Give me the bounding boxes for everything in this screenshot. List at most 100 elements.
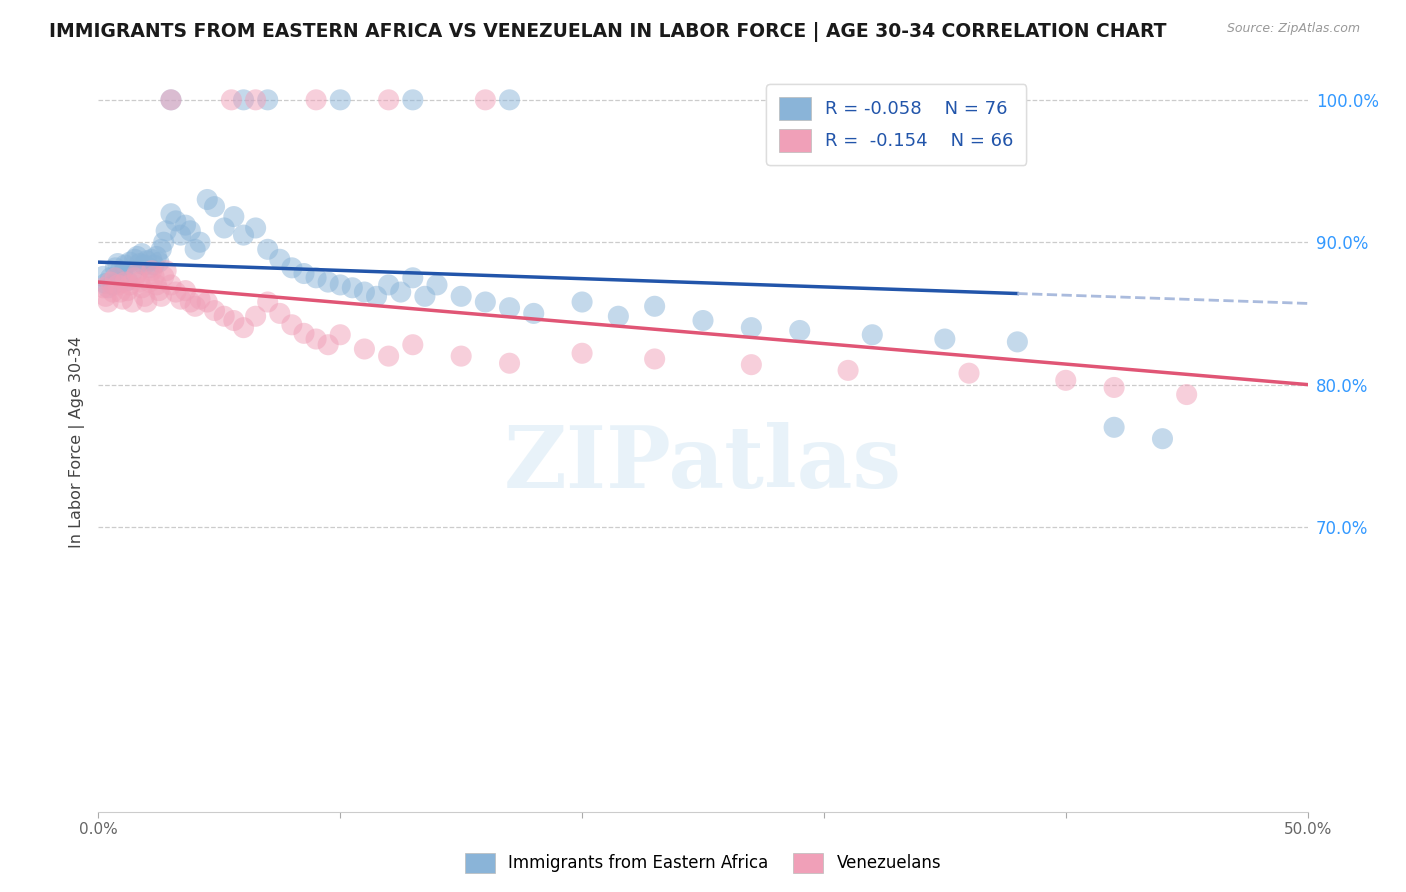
Point	[256, 243, 278, 257]
Point	[498, 93, 520, 107]
Point	[212, 221, 235, 235]
Text: ZIPatlas: ZIPatlas	[503, 422, 903, 506]
Point	[118, 277, 141, 292]
Point	[145, 249, 167, 264]
Point	[413, 289, 436, 303]
Point	[450, 349, 472, 363]
Point	[148, 255, 170, 269]
Point	[212, 310, 235, 324]
Point	[498, 356, 520, 370]
Point	[389, 285, 412, 299]
Point	[97, 281, 120, 295]
Point	[571, 346, 593, 360]
Point	[1102, 380, 1125, 394]
Point	[188, 292, 211, 306]
Point	[1152, 432, 1174, 446]
Point	[221, 93, 243, 107]
Point	[141, 263, 163, 277]
Point	[138, 275, 160, 289]
Point	[292, 267, 315, 281]
Point	[165, 214, 187, 228]
Point	[145, 277, 167, 292]
Point	[245, 221, 267, 235]
Point	[860, 327, 883, 342]
Point	[143, 258, 166, 272]
Point	[184, 243, 207, 257]
Point	[232, 228, 254, 243]
Point	[316, 275, 339, 289]
Point	[292, 326, 315, 341]
Point	[607, 310, 630, 324]
Point	[402, 337, 425, 351]
Point	[141, 252, 163, 267]
Point	[179, 224, 201, 238]
Point	[740, 358, 762, 372]
Point	[232, 93, 254, 107]
Point	[377, 93, 399, 107]
Point	[195, 295, 218, 310]
Point	[104, 270, 127, 285]
Point	[256, 93, 278, 107]
Point	[179, 295, 201, 310]
Point	[165, 285, 187, 299]
Point	[169, 292, 191, 306]
Point	[152, 269, 174, 284]
Point	[195, 193, 218, 207]
Point	[1007, 334, 1029, 349]
Point	[474, 93, 496, 107]
Point	[426, 277, 449, 292]
Point	[138, 260, 160, 275]
Point	[111, 292, 134, 306]
Point	[329, 327, 352, 342]
Point	[134, 258, 156, 272]
Point	[402, 270, 425, 285]
Point	[117, 274, 139, 288]
Point	[1102, 420, 1125, 434]
Point	[128, 256, 150, 270]
Point	[131, 246, 153, 260]
Point	[107, 277, 129, 292]
Point	[232, 320, 254, 334]
Point	[155, 224, 177, 238]
Point	[148, 284, 170, 298]
Point	[118, 255, 141, 269]
Point	[94, 289, 117, 303]
Point	[571, 295, 593, 310]
Point	[269, 306, 291, 320]
Point	[498, 301, 520, 315]
Point	[402, 93, 425, 107]
Y-axis label: In Labor Force | Age 30-34: In Labor Force | Age 30-34	[69, 335, 84, 548]
Point	[281, 260, 304, 275]
Point	[934, 332, 956, 346]
Point	[1054, 373, 1077, 387]
Point	[789, 324, 811, 338]
Point	[1175, 387, 1198, 401]
Point	[366, 289, 388, 303]
Text: Source: ZipAtlas.com: Source: ZipAtlas.com	[1226, 22, 1360, 36]
Point	[222, 313, 245, 327]
Point	[131, 281, 153, 295]
Point	[108, 285, 131, 299]
Point	[128, 275, 150, 289]
Point	[143, 269, 166, 284]
Point	[160, 93, 183, 107]
Point	[107, 256, 129, 270]
Point	[305, 270, 328, 285]
Point	[329, 277, 352, 292]
Point	[174, 218, 197, 232]
Point	[97, 295, 120, 310]
Point	[523, 306, 546, 320]
Point	[740, 320, 762, 334]
Point	[91, 269, 114, 284]
Point	[329, 93, 352, 107]
Point	[957, 366, 980, 380]
Point	[135, 253, 157, 268]
Point	[169, 228, 191, 243]
Point	[155, 263, 177, 277]
Point	[644, 351, 666, 366]
Point	[150, 243, 173, 257]
Point	[127, 267, 149, 281]
Point	[114, 258, 136, 272]
Point	[450, 289, 472, 303]
Point	[837, 363, 859, 377]
